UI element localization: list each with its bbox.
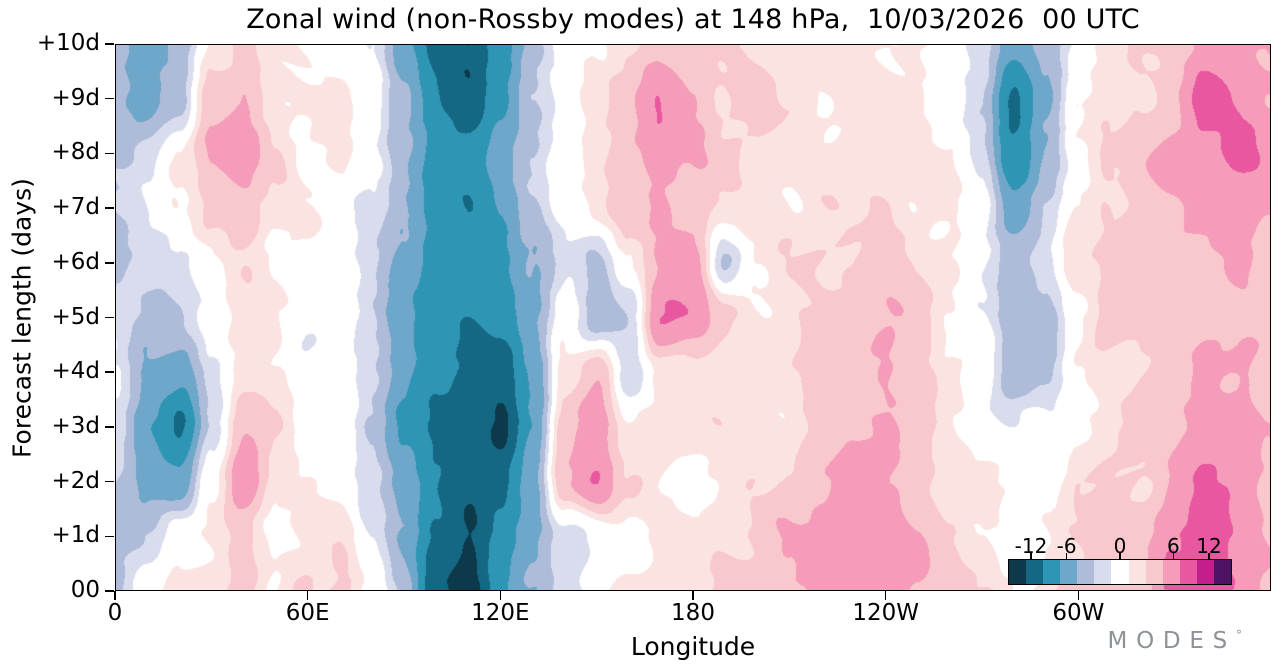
colorbar-segment	[1060, 560, 1078, 584]
colorbar-segment	[1009, 560, 1027, 584]
modes-logo-text: MODES	[1107, 628, 1236, 654]
y-tick-label: +1d	[51, 522, 100, 549]
y-tick-mark	[105, 590, 114, 592]
y-tick-mark	[105, 371, 114, 373]
colorbar-segment	[1043, 560, 1061, 584]
colorbar-segment	[1128, 560, 1146, 584]
colorbar-segment	[1213, 560, 1232, 584]
y-tick-mark	[105, 43, 114, 45]
colorbar-segment	[1162, 560, 1180, 584]
x-tick-mark	[499, 591, 502, 600]
y-tick-mark	[105, 426, 114, 428]
x-tick-mark	[884, 591, 887, 600]
contour-field-canvas	[115, 44, 1271, 591]
x-tick-label: 60E	[285, 600, 330, 626]
modes-logo: MODES°	[1108, 628, 1243, 654]
colorbar-segment	[1196, 560, 1214, 584]
y-tick-mark	[105, 480, 114, 483]
y-tick-mark	[105, 262, 114, 264]
x-tick-label: 120W	[852, 600, 919, 626]
y-tick-label: +9d	[51, 84, 100, 111]
colorbar	[1008, 559, 1232, 585]
modes-logo-mark: °	[1236, 628, 1242, 642]
y-tick-mark	[105, 316, 114, 319]
x-tick-mark	[306, 591, 309, 600]
colorbar-segment	[1145, 560, 1163, 584]
y-tick-label: +2d	[51, 467, 100, 494]
x-axis-label: Longitude	[630, 632, 756, 661]
y-axis-label: Forecast length (days)	[7, 178, 37, 458]
colorbar-segment	[1077, 560, 1095, 584]
colorbar-segment	[1026, 560, 1044, 584]
x-tick-label: 120E	[471, 600, 530, 626]
x-tick-label: 0	[107, 600, 123, 626]
y-tick-label: +8d	[51, 139, 100, 166]
x-tick-mark	[114, 591, 116, 600]
colorbar-segment	[1179, 560, 1197, 584]
x-tick-mark	[692, 591, 694, 600]
y-tick-label: +10d	[36, 30, 100, 56]
colorbar-segment	[1111, 560, 1129, 584]
colorbar-segment	[1094, 560, 1112, 584]
x-tick-label: 180	[671, 600, 715, 626]
y-tick-mark	[105, 207, 114, 209]
y-tick-mark	[105, 152, 114, 155]
chart-title: Zonal wind (non-Rossby modes) at 148 hPa…	[246, 4, 1140, 35]
x-tick-label: 60W	[1052, 600, 1105, 626]
x-tick-mark	[1077, 591, 1080, 600]
y-tick-mark	[105, 535, 114, 538]
y-tick-label: 00	[70, 577, 100, 603]
y-tick-mark	[105, 97, 114, 100]
